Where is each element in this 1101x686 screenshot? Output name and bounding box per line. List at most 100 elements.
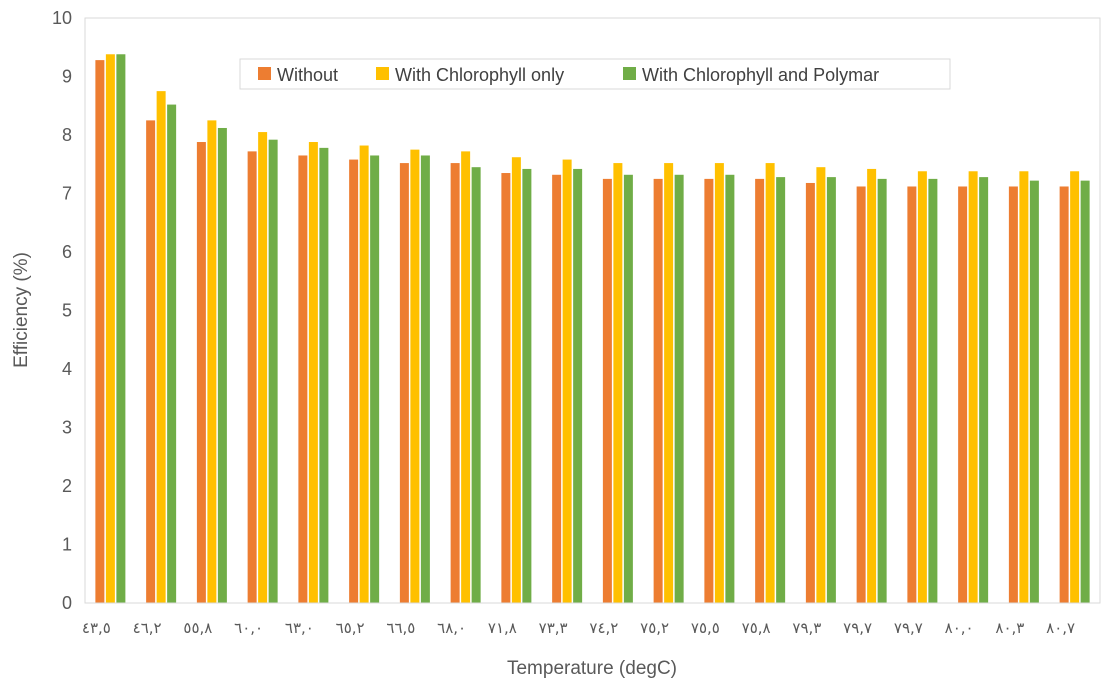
bar-with-chlorophyll-and-polymar [573, 168, 583, 603]
bar-with-chlorophyll-and-polymar [776, 177, 786, 603]
bar-with-chlorophyll-only [867, 168, 877, 603]
bar-without [501, 173, 511, 603]
bar-without [958, 186, 968, 604]
bar-with-chlorophyll-and-polymar [217, 127, 227, 603]
y-tick-label: 8 [62, 125, 72, 145]
legend-label-with-chlorophyll-only: With Chlorophyll only [395, 65, 564, 85]
y-tick-label: 1 [62, 535, 72, 555]
bar-with-chlorophyll-and-polymar [674, 174, 684, 603]
bar-without [1008, 186, 1018, 604]
x-tick-label: ٧٥,٨ [742, 619, 771, 637]
y-tick-label: 7 [62, 184, 72, 204]
bar-with-chlorophyll-and-polymar [319, 147, 329, 603]
x-tick-label: ٧٩,٧ [894, 619, 923, 637]
y-tick-label: 10 [52, 8, 72, 28]
bar-with-chlorophyll-and-polymar [116, 54, 126, 603]
bar-with-chlorophyll-and-polymar [928, 178, 938, 604]
legend-label-without: Without [277, 65, 338, 85]
bar-without [450, 163, 460, 603]
bar-with-chlorophyll-only [714, 163, 724, 603]
x-tick-label: ٥٥,٨ [183, 619, 212, 637]
bar-with-chlorophyll-and-polymar [877, 178, 887, 604]
bar-without [602, 178, 612, 604]
x-tick-label: ٧٣,٣ [539, 619, 568, 637]
bar-without [247, 151, 257, 603]
bar-with-chlorophyll-and-polymar [167, 104, 177, 603]
x-tick-label: ٧١,٨ [488, 619, 517, 637]
x-tick-label: ٧٥,٢ [640, 619, 669, 637]
plot-area-border [84, 17, 1101, 604]
bar-without [298, 155, 308, 603]
bar-without [146, 120, 156, 604]
legend-box [239, 58, 951, 90]
legend-swatch-with-chlorophyll-and-polymar [623, 67, 636, 80]
bar-with-chlorophyll-only [1070, 171, 1080, 603]
y-tick-label: 6 [62, 242, 72, 262]
bar-with-chlorophyll-and-polymar [826, 177, 836, 603]
bar-with-chlorophyll-and-polymar [623, 174, 633, 603]
bar-without [349, 159, 359, 603]
bar-with-chlorophyll-and-polymar [725, 174, 735, 603]
bar-with-chlorophyll-only [156, 91, 166, 604]
bars [95, 54, 1090, 604]
bar-with-chlorophyll-and-polymar [1080, 180, 1090, 603]
x-tick-label: ٦٦,٥ [386, 619, 415, 637]
y-tick-label: 2 [62, 476, 72, 496]
x-axis-title: Temperature (degC) [507, 658, 677, 679]
y-axis-title: Efficiency (%) [11, 252, 32, 368]
bar-with-chlorophyll-only [461, 151, 471, 603]
bar-with-chlorophyll-only [308, 142, 318, 603]
bar-without [907, 186, 917, 604]
bar-with-chlorophyll-only [664, 163, 674, 603]
bar-with-chlorophyll-and-polymar [979, 177, 989, 603]
bar-with-chlorophyll-only [105, 54, 115, 603]
bar-with-chlorophyll-and-polymar [420, 155, 430, 603]
y-tick-label: 5 [62, 301, 72, 321]
x-tick-label: ٨٠,٧ [1046, 619, 1075, 637]
bar-with-chlorophyll-and-polymar [1029, 180, 1039, 603]
legend-swatch-without [258, 67, 271, 80]
x-tick-label: ٧٤,٢ [589, 619, 618, 637]
y-tick-label: 0 [62, 593, 72, 613]
bar-with-chlorophyll-only [511, 157, 521, 604]
x-axis-labels: ٤٣,٥ ٤٦,٢ ٥٥,٨ ٦٠,٠ ٦٣,٠ ٦٥,٢ ٦٦,٥ ٦٨,٠ ٧١,٨ ٧٣,٣… [82, 619, 1075, 637]
bar-with-chlorophyll-only [765, 163, 775, 603]
x-tick-label: ٦٨,٠ [437, 619, 466, 637]
bar-without [552, 174, 562, 603]
bar-without [653, 178, 663, 604]
x-tick-label: ٤٦,٢ [133, 619, 162, 637]
bar-with-chlorophyll-and-polymar [370, 155, 380, 603]
bar-with-chlorophyll-only [207, 120, 217, 604]
bar-with-chlorophyll-only [562, 159, 572, 603]
bar-without [95, 60, 105, 604]
legend-swatch-with-chlorophyll-only [376, 67, 389, 80]
x-tick-label: ٤٣,٥ [82, 619, 111, 637]
x-tick-label: ٧٥,٥ [691, 619, 720, 637]
y-tick-label: 9 [62, 67, 72, 87]
bar-with-chlorophyll-only [258, 132, 268, 603]
x-tick-label: ٧٩,٧ [843, 619, 872, 637]
bar-with-chlorophyll-only [359, 145, 369, 603]
bar-with-chlorophyll-only [410, 149, 420, 604]
bar-with-chlorophyll-and-polymar [522, 168, 532, 603]
x-tick-label: ٨٠,٠ [945, 619, 974, 637]
bar-without [704, 178, 714, 604]
legend-label-with-chlorophyll-and-polymar: With Chlorophyll and Polymar [642, 65, 879, 85]
x-tick-label: ٦٠,٠ [234, 619, 263, 637]
legend: Without With Chlorophyll only With Chlorop… [239, 58, 951, 90]
y-tick-label: 4 [62, 359, 72, 379]
bar-with-chlorophyll-only [968, 171, 978, 603]
bar-without [399, 163, 409, 603]
bar-with-chlorophyll-only [613, 163, 623, 603]
bar-with-chlorophyll-only [816, 167, 826, 603]
x-tick-label: ٨٠,٣ [995, 619, 1024, 637]
bar-without [856, 186, 866, 604]
x-tick-label: ٧٩,٣ [792, 619, 821, 637]
bar-without [805, 182, 815, 603]
bar-with-chlorophyll-only [1019, 171, 1029, 603]
y-tick-label: 3 [62, 418, 72, 438]
x-tick-label: ٦٥,٢ [336, 619, 365, 637]
y-axis-ticks: 0 1 2 3 4 5 6 7 8 9 10 [52, 8, 72, 613]
bar-without [1059, 186, 1069, 604]
